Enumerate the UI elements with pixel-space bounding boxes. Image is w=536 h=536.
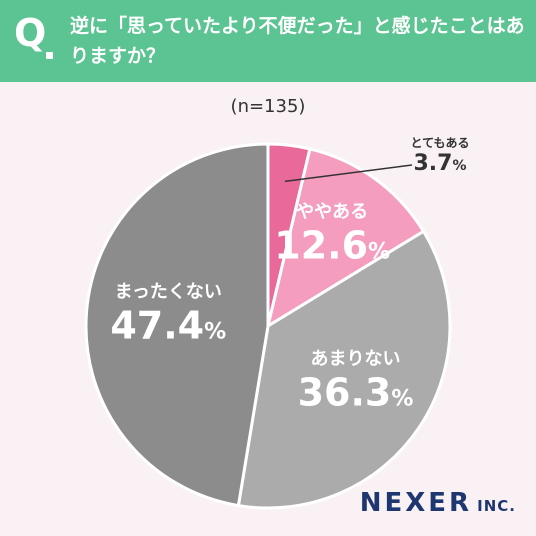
slice-label-2: あまりない 36.3% [298, 349, 414, 422]
slice-value-3: 47.4% [110, 303, 227, 348]
percent-sign-2: % [391, 386, 414, 412]
slice-value-2: 36.3% [297, 370, 414, 415]
slice-label-0: とてもある 3.7% [410, 135, 469, 179]
slice-name-2: あまりない [310, 348, 401, 370]
leader-line [284, 164, 413, 183]
q-dot [46, 52, 53, 59]
percent-sign-1: % [368, 239, 391, 265]
question-header: Q 逆に「思っていたより不便だった」と感じたことはありますか？ [0, 0, 536, 82]
slice-label-1: ややある 12.6% [274, 201, 390, 274]
percent-sign-0: % [452, 158, 467, 174]
slice-label-3: まったくない 47.4% [110, 281, 226, 354]
q-mark: Q [14, 11, 47, 55]
percent-sign-3: % [204, 319, 227, 345]
slice-name-1: ややある [296, 201, 369, 223]
sample-size: (n=135) [230, 96, 306, 117]
pie-slice-3 [84, 142, 270, 508]
slice-value-1: 12.6% [274, 223, 391, 268]
logo-main: NEXER [359, 488, 473, 518]
logo-sub: INC. [477, 497, 516, 515]
question-text: 逆に「思っていたより不便だった」と感じたことはありますか？ [70, 15, 525, 67]
nexer-logo: NEXER INC. [360, 488, 516, 518]
slice-name-0: とてもある [410, 136, 470, 150]
slice-value-0: 3.7% [413, 151, 467, 176]
pie-slice-1 [265, 147, 426, 330]
slice-name-3: まったくない [114, 281, 222, 303]
pie-slice-2 [236, 229, 452, 510]
